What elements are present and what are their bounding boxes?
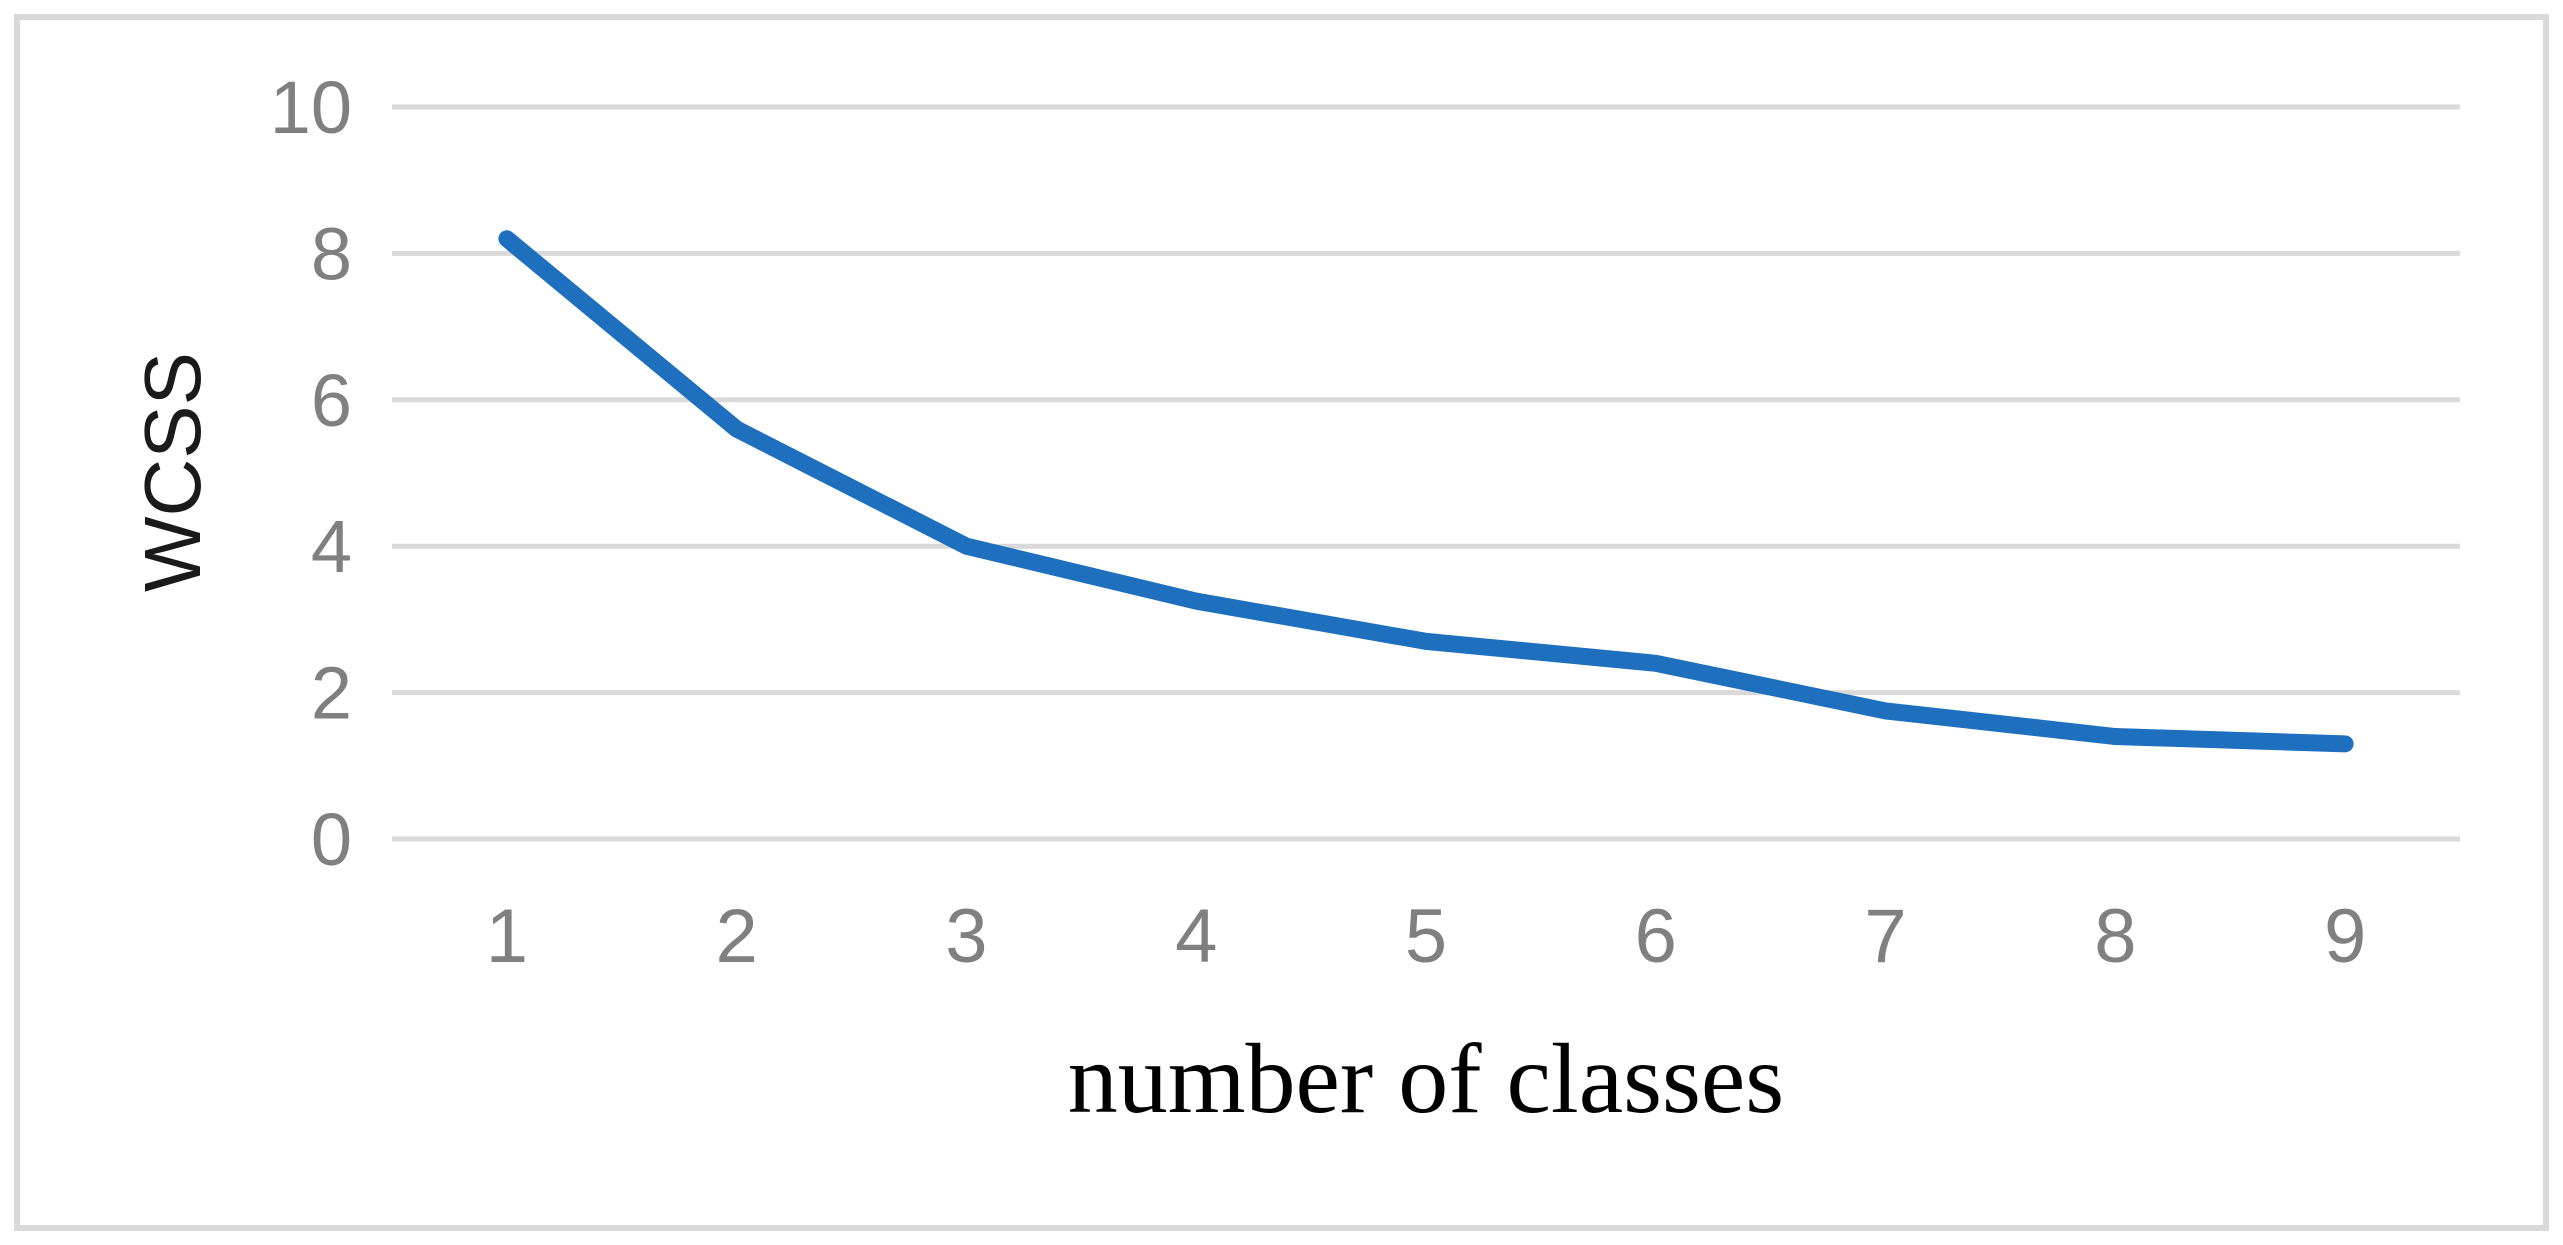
x-tick-label: 9 <box>2324 894 2366 979</box>
y-tick-label: 2 <box>311 652 352 735</box>
x-axis-tick-labels: 1 2 3 4 5 6 7 8 9 <box>486 894 2367 979</box>
x-tick-label: 7 <box>1864 894 1906 979</box>
x-tick-label: 8 <box>2094 894 2136 979</box>
y-axis-title: WCSS <box>128 352 217 592</box>
y-tick-label: 8 <box>311 212 352 295</box>
x-tick-label: 6 <box>1635 894 1677 979</box>
y-tick-label: 4 <box>311 505 352 588</box>
chart-border <box>14 14 2549 1231</box>
y-tick-label: 0 <box>311 798 352 881</box>
x-tick-label: 2 <box>716 894 758 979</box>
x-tick-label: 3 <box>945 894 987 979</box>
y-axis-tick-labels: 0 2 4 6 8 10 <box>270 66 352 881</box>
x-tick-label: 5 <box>1405 894 1447 979</box>
y-tick-label: 10 <box>270 66 352 149</box>
x-tick-label: 1 <box>486 894 528 979</box>
y-tick-label: 6 <box>311 359 352 442</box>
gridlines <box>392 104 2460 842</box>
x-tick-label: 4 <box>1175 894 1217 979</box>
x-axis-title: number of classes <box>1068 1023 1784 1134</box>
wcss-series-line <box>498 230 2354 753</box>
